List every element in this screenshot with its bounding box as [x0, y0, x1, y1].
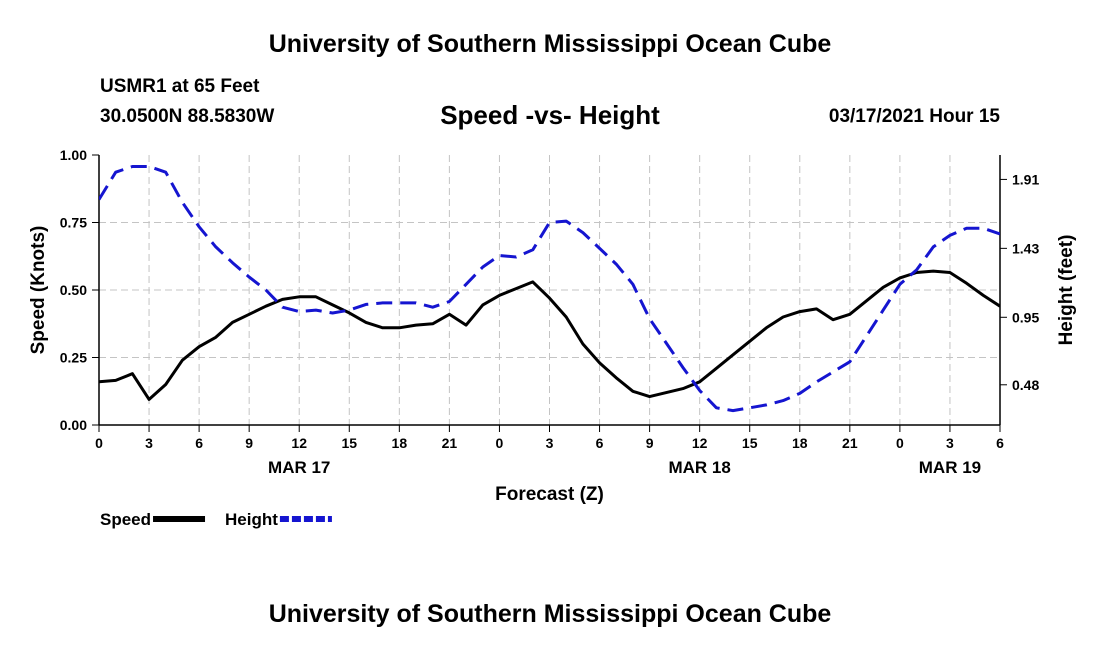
x-tick-label: 6	[596, 435, 604, 451]
x-tick-label: 0	[95, 435, 103, 451]
y2-tick-label: 0.48	[1012, 377, 1039, 393]
x-tick-label: 21	[442, 435, 458, 451]
x-tick-label: 21	[842, 435, 858, 451]
x-tick-label: 15	[742, 435, 758, 451]
legend-label-height: Height	[225, 510, 278, 529]
y2-tick-label: 1.43	[1012, 240, 1039, 256]
y2-axis-title: Height (feet)	[1056, 235, 1077, 346]
x-tick-label: 12	[692, 435, 708, 451]
y-tick-label: 1.00	[60, 147, 87, 163]
y2-tick-label: 0.95	[1012, 309, 1039, 325]
x-tick-label: 12	[291, 435, 307, 451]
x-tick-label: 3	[145, 435, 153, 451]
y-axis-title: Speed (Knots)	[28, 226, 49, 355]
x-tick-label: 9	[646, 435, 654, 451]
page-title: University of Southern Mississippi Ocean…	[268, 30, 832, 58]
height-series-line	[99, 165, 1000, 413]
date-label: MAR 19	[919, 458, 981, 477]
x-tick-label: 6	[195, 435, 203, 451]
y2-tick-label: 1.91	[1012, 171, 1039, 187]
chart-title: Speed -vs- Height	[440, 100, 660, 130]
date-label: MAR 18	[668, 458, 730, 477]
x-tick-label: 0	[896, 435, 904, 451]
legend: Speed Height	[100, 510, 332, 529]
y-tick-label: 0.75	[60, 215, 87, 231]
labels-layer: 0 3 6 9 12 15 18 21 0 3 6 9 12 15 18 21 0 3 6 0.00 0.25 0.50 0…	[28, 147, 1077, 505]
coordinates-label: 30.0500N 88.5830W	[100, 106, 275, 127]
x-axis-title: Forecast (Z)	[495, 484, 604, 505]
x-tick-label: 3	[546, 435, 554, 451]
speed-series-line	[99, 269, 1000, 401]
x-tick-label: 0	[496, 435, 504, 451]
y-tick-label: 0.50	[60, 282, 87, 298]
x-tick-label: 3	[946, 435, 954, 451]
x-tick-label: 6	[996, 435, 1004, 451]
y-tick-label: 0.00	[60, 417, 87, 433]
x-tick-label: 18	[392, 435, 408, 451]
station-label: USMR1 at 65 Feet	[100, 76, 260, 97]
forecast-datetime: 03/17/2021 Hour 15	[828, 106, 1000, 127]
axes-layer	[92, 154, 1007, 432]
x-tick-label: 15	[341, 435, 357, 451]
x-tick-label: 18	[792, 435, 808, 451]
series-layer	[99, 165, 1000, 413]
y-tick-label: 0.25	[60, 350, 87, 366]
legend-label-speed: Speed	[100, 510, 151, 529]
date-label: MAR 17	[268, 458, 330, 477]
x-tick-label: 9	[245, 435, 253, 451]
footer-title: University of Southern Mississippi Ocean…	[268, 600, 832, 628]
grid-layer	[99, 155, 1000, 425]
